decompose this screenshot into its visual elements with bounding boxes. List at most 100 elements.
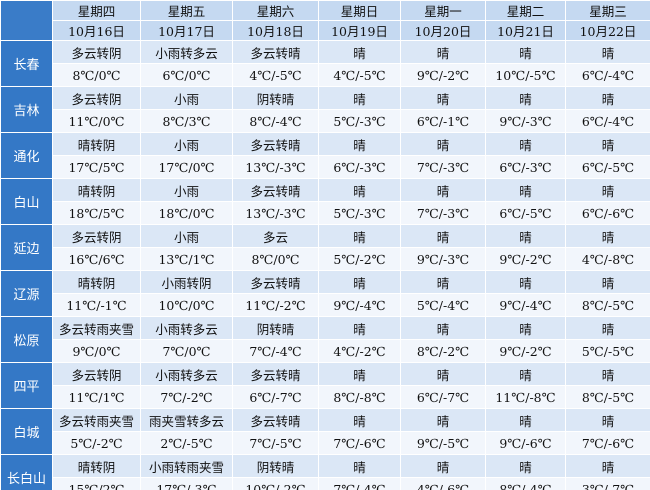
weather-cell: 晴转阴 (52, 454, 141, 478)
weather-cell: 晴转阴 (52, 178, 141, 202)
temp-cell: 9℃/-3℃ (485, 109, 566, 133)
weather-cell: 晴 (485, 362, 566, 386)
temp-row: 11℃/0℃ 8℃/3℃ 8℃/-4℃ 5℃/-3℃ 6℃/-1℃ 9℃/-3℃ 6℃/-4… (1, 109, 650, 133)
weather-cell: 多云转晴 (232, 40, 319, 64)
weather-cell: 晴 (565, 86, 650, 110)
day-header: 星期一 (400, 0, 486, 21)
temp-row: 15℃/2℃ 17℃/-3℃ 10℃/-2℃ 7℃/-4℃ 4℃/-6℃ 8℃/-4℃ 3℃… (1, 477, 650, 490)
weather-cell: 晴 (318, 270, 401, 294)
weather-cell: 晴 (485, 454, 566, 478)
temp-cell: 9℃/-4℃ (318, 293, 401, 317)
weather-cell: 晴 (400, 362, 486, 386)
temp-cell: 8℃/0℃ (52, 63, 141, 87)
weather-cell: 多云转晴 (232, 408, 319, 432)
temp-row: 17℃/5℃ 17℃/0℃ 13℃/-3℃ 6℃/-3℃ 7℃/-3℃ 6℃/-3℃ 6℃/… (1, 155, 650, 179)
temp-cell: 7℃/-3℃ (400, 155, 486, 179)
temp-cell: 15℃/2℃ (52, 477, 141, 490)
date-header: 10月16日 (52, 20, 141, 41)
temp-cell: 6℃/-4℃ (565, 63, 650, 87)
temp-cell: 6℃/-3℃ (485, 155, 566, 179)
temp-cell: 5℃/-3℃ (318, 201, 401, 225)
city-name: 延边 (0, 224, 53, 271)
weather-cell: 小雨转多云 (140, 316, 233, 340)
weather-row: 辽源 晴转阴 小雨转阴 多云转晴晴晴晴晴 (0, 270, 650, 317)
temp-cell: 6℃/-6℃ (565, 201, 650, 225)
temp-cell: 8℃/-5℃ (565, 385, 650, 409)
temp-cell: 6℃/-4℃ (565, 109, 650, 133)
temp-cell: 8℃/-4℃ (232, 109, 319, 133)
weather-cell: 晴转阴 (52, 132, 141, 156)
temp-cell: 17℃/5℃ (52, 155, 141, 179)
day-header: 星期四 (52, 0, 141, 21)
city-name: 四平 (0, 362, 53, 409)
city-name: 吉林 (0, 86, 53, 133)
weather-cell: 多云转晴 (232, 362, 319, 386)
weather-cell: 小雨转多云 (140, 362, 233, 386)
weather-cell: 晴 (318, 316, 401, 340)
city-name: 通化 (0, 132, 53, 179)
temp-cell: 7℃/-6℃ (565, 431, 650, 455)
temp-cell: 9℃/0℃ (52, 339, 141, 363)
date-row: 10月16日 10月17日 10月18日 10月19日 10月20日 10月21日 10月2… (1, 20, 650, 41)
temp-cell: 5℃/-5℃ (565, 339, 650, 363)
temp-cell: 13℃/-3℃ (232, 201, 319, 225)
weather-cell: 多云转雨夹雪 (52, 408, 141, 432)
weather-cell: 多云转晴 (232, 270, 319, 294)
temp-cell: 13℃/1℃ (140, 247, 233, 271)
weather-cell: 晴 (400, 132, 486, 156)
temp-cell: 10℃/-5℃ (485, 63, 566, 87)
city-name: 长白山 (0, 454, 53, 490)
temp-cell: 6℃/-7℃ (232, 385, 319, 409)
temp-row: 16℃/6℃ 13℃/1℃ 8℃/0℃ 5℃/-2℃ 9℃/-3℃ 9℃/-2℃ 4℃/-8… (1, 247, 650, 271)
weather-cell: 阴转晴 (232, 454, 319, 478)
temp-row: 11℃/1℃ 7℃/-2℃ 6℃/-7℃ 8℃/-8℃ 6℃/-7℃ 11℃/-8℃ 8℃/… (1, 385, 650, 409)
weather-cell: 晴 (565, 454, 650, 478)
weather-cell: 晴 (400, 178, 486, 202)
weather-cell: 小雨转阴 (140, 270, 233, 294)
weather-cell: 小雨转雨夹雪 (140, 454, 233, 478)
temp-cell: 16℃/6℃ (52, 247, 141, 271)
temp-row: 8℃/0℃ 6℃/0℃ 4℃/-5℃ 4℃/-5℃ 9℃/-2℃ 10℃/-5℃ 6℃/-4… (1, 63, 650, 87)
temp-cell: 18℃/5℃ (52, 201, 141, 225)
city-name: 白山 (0, 178, 53, 225)
weather-cell: 晴 (318, 362, 401, 386)
temp-row: 11℃/-1℃ 10℃/0℃ 11℃/-2℃ 9℃/-4℃ 5℃/-4℃ 9℃/-4℃ 8℃… (1, 293, 650, 317)
weather-cell: 晴 (565, 362, 650, 386)
date-header: 10月19日 (318, 20, 401, 41)
weather-cell: 晴 (400, 408, 486, 432)
weather-cell: 晴 (318, 408, 401, 432)
weather-cell: 晴 (318, 178, 401, 202)
temp-cell: 11℃/0℃ (52, 109, 141, 133)
temp-cell: 8℃/3℃ (140, 109, 233, 133)
temp-cell: 11℃/1℃ (52, 385, 141, 409)
weather-row: 通化 晴转阴 小雨 多云转晴晴晴晴晴 (0, 132, 650, 179)
temp-cell: 9℃/-2℃ (400, 63, 486, 87)
temp-cell: 4℃/-6℃ (400, 477, 486, 490)
temp-cell: 7℃/-4℃ (318, 477, 401, 490)
temp-cell: 8℃/-4℃ (485, 477, 566, 490)
temp-cell: 8℃/0℃ (232, 247, 319, 271)
temp-cell: 9℃/-5℃ (400, 431, 486, 455)
temp-cell: 6℃/-1℃ (400, 109, 486, 133)
temp-cell: 5℃/-3℃ (318, 109, 401, 133)
weather-cell: 晴 (565, 408, 650, 432)
weather-row: 延边 多云转阴 小雨 多云晴晴晴晴 (0, 224, 650, 271)
city-name: 松原 (0, 316, 53, 363)
weather-row: 白城 多云转雨夹雪 雨夹雪转多云 多云转晴晴晴晴晴 (0, 408, 650, 455)
weather-cell: 晴 (400, 270, 486, 294)
weather-cell: 小雨 (140, 224, 233, 248)
weather-cell: 晴 (400, 224, 486, 248)
temp-cell: 9℃/-2℃ (485, 339, 566, 363)
weather-cell: 小雨 (140, 86, 233, 110)
day-header: 星期六 (232, 0, 319, 21)
weather-cell: 晴 (485, 86, 566, 110)
temp-cell: 11℃/-1℃ (52, 293, 141, 317)
temp-cell: 5℃/-4℃ (400, 293, 486, 317)
temp-cell: 18℃/0℃ (140, 201, 233, 225)
weather-cell: 晴 (318, 86, 401, 110)
weather-cell: 晴转阴 (52, 270, 141, 294)
weather-cell: 晴 (565, 132, 650, 156)
weather-cell: 晴 (565, 178, 650, 202)
weather-row: 松原 多云转雨夹雪 小雨转多云 阴转晴晴晴晴晴 (0, 316, 650, 363)
